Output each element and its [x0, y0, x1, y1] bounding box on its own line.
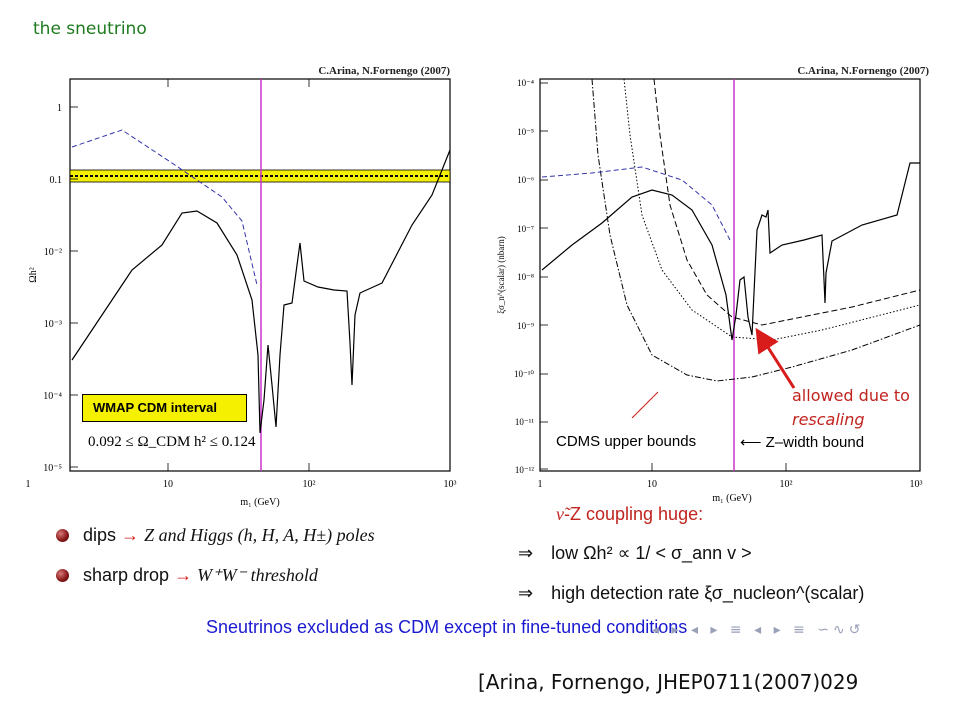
right-ylabel: ξσ_n^(scalar) (nbarn)	[496, 236, 506, 313]
right-xtick-2: 10²	[780, 479, 793, 490]
cdms-label: CDMS upper bounds	[556, 433, 697, 450]
left-ytick-3: 10⁻³	[44, 319, 62, 330]
left-ytick-1: 0.1	[50, 175, 63, 186]
left-plot-svg: 1 0.1 10⁻² 10⁻³ 10⁻⁴ 10⁻⁵ 1 10 10² 10³ m…	[26, 78, 457, 508]
left-xtick-3: 10³	[444, 479, 457, 490]
right-ytick-3: 10⁻⁷	[517, 224, 534, 234]
right-ytick-4: 10⁻⁸	[517, 272, 534, 282]
implication-item: ⇒ low Ωh² ∝ 1/ < σ_ann v >	[518, 535, 864, 571]
left-xtick-0: 1	[26, 479, 31, 490]
bullet-text: sharp drop → W⁺W⁻ threshold	[83, 565, 318, 586]
left-dashed-curve	[71, 129, 258, 286]
bullet-icon	[56, 528, 69, 542]
left-ytick-0: 1	[57, 103, 62, 114]
left-solid-curve	[71, 149, 451, 434]
note-line1: allowed due to	[792, 386, 910, 405]
right-xlabel: m₁ (GeV)	[712, 493, 751, 504]
right-ytick-1: 10⁻⁵	[517, 127, 534, 137]
bullet-prefix: dips	[83, 524, 117, 545]
sneutrino-symbol: ν̃	[556, 504, 564, 524]
right-ytick-2: 10⁻⁶	[517, 175, 534, 185]
left-xlabel: m₁ (GeV)	[240, 497, 279, 508]
right-ytick-8: 10⁻¹²	[515, 465, 534, 475]
implication-text: high detection rate ξσ_nucleon^(scalar)	[551, 582, 865, 603]
right-plot-svg: 10⁻⁴ 10⁻⁵ 10⁻⁶ 10⁻⁷ 10⁻⁸ 10⁻⁹ 10⁻¹⁰ 10⁻¹…	[496, 78, 923, 504]
zwidth-label: ⟵ Z–width bound	[740, 434, 865, 451]
right-ytick-7: 10⁻¹¹	[515, 417, 534, 427]
right-xtick-3: 10³	[910, 479, 923, 490]
beamer-navigation[interactable]: ◂ ▸ ◂ ▸ ≡ ◂ ▸ ≡ ∽∿↺	[652, 622, 865, 638]
cdms-dashdot-curve	[591, 78, 921, 382]
right-plot: C.Arina, N.Fornengo (2007) 10⁻⁴ 10⁻⁵ 10⁻…	[492, 55, 947, 510]
implication-text: low Ωh² ∝ 1/ < σ_ann v >	[551, 542, 752, 563]
bullet-list: dips → Z and Higgs (h, H, A, H±) poles s…	[56, 517, 375, 593]
bullet-icon	[56, 568, 69, 582]
bullet-item: dips → Z and Higgs (h, H, A, H±) poles	[56, 517, 375, 553]
bullet-text: dips → Z and Higgs (h, H, A, H±) poles	[83, 525, 375, 546]
right-ytick-0: 10⁻⁴	[517, 78, 534, 88]
wmap-label: WMAP CDM interval	[93, 400, 217, 415]
right-dashed-curve	[541, 166, 731, 241]
left-plot-credit: C.Arina, N.Fornengo (2007)	[318, 65, 450, 77]
wmap-box: WMAP CDM interval	[82, 394, 247, 422]
bullet-body: Z and Higgs (h, H, A, H±) poles	[144, 524, 375, 545]
conclusion-text: Sneutrinos excluded as CDM except in fin…	[206, 617, 688, 637]
implication-item: ⇒ high detection rate ξσ_nucleon^(scalar…	[518, 575, 864, 611]
coupling-heading: ν̃-Z coupling huge:	[556, 504, 703, 525]
right-solid-curve	[541, 162, 920, 341]
bullet-prefix: sharp drop	[83, 564, 170, 585]
left-plot: C.Arina, N.Fornengo (2007) 1 0.1 10⁻² 10…	[22, 55, 462, 510]
right-arrow-icon: →	[121, 524, 140, 545]
reference-citation: [Arina, Fornengo, JHEP0711(2007)029	[478, 670, 859, 694]
right-xtick-1: 10	[647, 479, 657, 490]
wmap-range: 0.092 ≤ Ω_CDM h² ≤ 0.124	[88, 434, 256, 450]
left-ylabel: Ωh²	[28, 267, 39, 282]
cdms-dashed-curve	[653, 78, 921, 326]
note-line2: rescaling	[792, 410, 865, 429]
right-plot-credit: C.Arina, N.Fornengo (2007)	[797, 65, 929, 77]
implication-list: ⇒ low Ωh² ∝ 1/ < σ_ann v > ⇒ high detect…	[518, 535, 864, 611]
bullet-body: W⁺W⁻ threshold	[197, 564, 318, 585]
right-xtick-0: 1	[538, 479, 543, 490]
left-xtick-2: 10²	[303, 479, 316, 490]
slide-title: the sneutrino	[33, 19, 147, 39]
right-arrow-icon: →	[174, 564, 193, 585]
left-ytick-5: 10⁻⁵	[43, 463, 62, 474]
left-xtick-1: 10	[163, 479, 173, 490]
coupling-text: -Z coupling huge:	[564, 504, 704, 524]
implies-icon: ⇒	[518, 582, 534, 603]
rescaling-note: allowed due to rescaling	[792, 384, 910, 432]
right-ytick-6: 10⁻¹⁰	[514, 369, 534, 379]
bullet-item: sharp drop → W⁺W⁻ threshold	[56, 557, 375, 593]
left-ytick-4: 10⁻⁴	[43, 391, 62, 402]
implies-icon: ⇒	[518, 542, 534, 563]
left-ytick-2: 10⁻²	[44, 247, 62, 258]
cdms-dotted-curve	[623, 78, 921, 341]
right-ytick-5: 10⁻⁹	[517, 321, 534, 331]
